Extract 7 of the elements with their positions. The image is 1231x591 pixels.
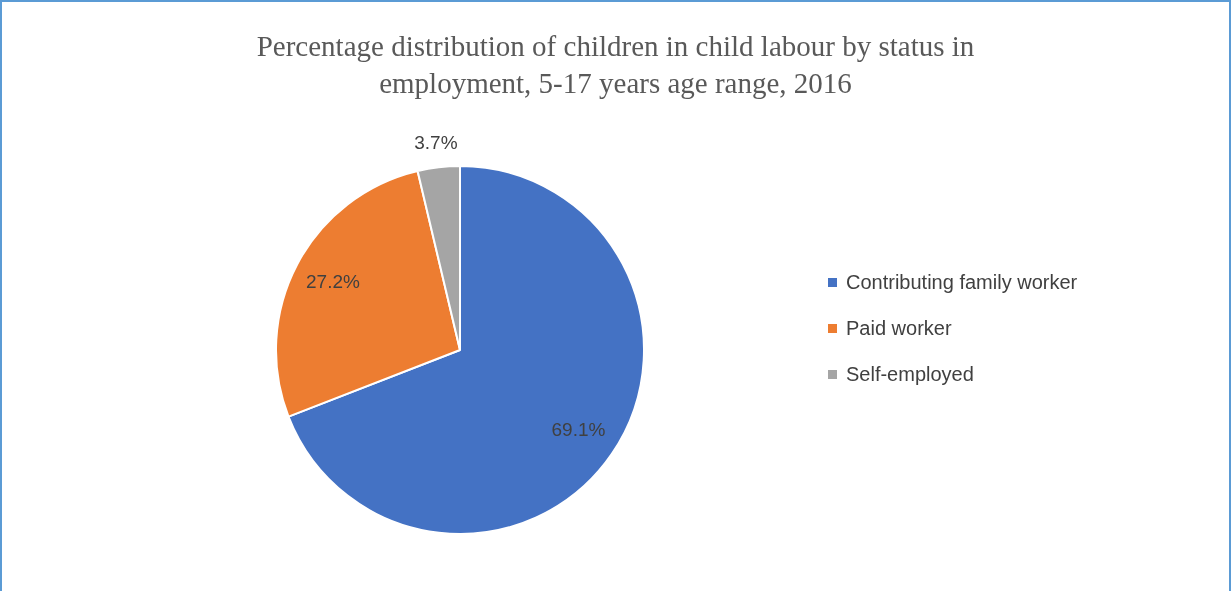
chart-title: Percentage distribution of children in child labour by status in employment, 5-17 years age range, 2016 (255, 29, 976, 101)
legend-label: Contributing family worker (846, 270, 1078, 294)
data-label: 69.1% (551, 419, 606, 441)
data-label: 3.7% (414, 131, 458, 153)
legend-label: Paid worker (846, 316, 952, 340)
legend-label: Self-employed (846, 362, 974, 386)
data-label: 27.2% (306, 271, 360, 293)
